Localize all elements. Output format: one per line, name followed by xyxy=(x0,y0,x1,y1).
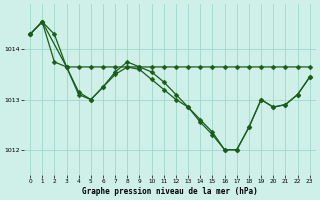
X-axis label: Graphe pression niveau de la mer (hPa): Graphe pression niveau de la mer (hPa) xyxy=(82,187,258,196)
